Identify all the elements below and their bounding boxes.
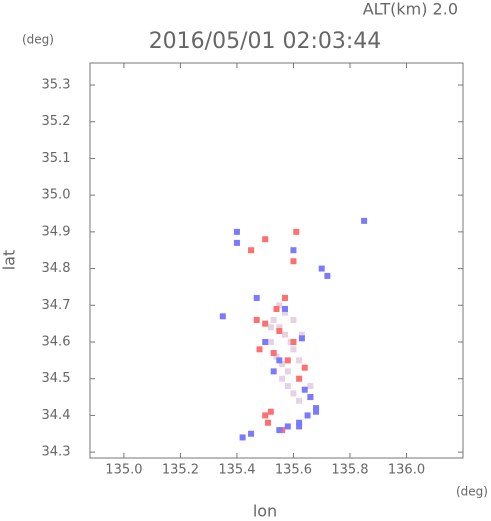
point: [284, 383, 291, 390]
point: [307, 394, 314, 401]
y-unit: (deg): [22, 33, 54, 47]
point: [301, 364, 308, 371]
point: [239, 434, 246, 441]
y-tick-label: 34.3: [42, 445, 71, 460]
y-tick-label: 34.7: [42, 298, 71, 313]
point: [267, 338, 274, 345]
x-tick-label: 135.2: [162, 463, 199, 478]
y-tick-label: 34.4: [42, 408, 71, 423]
point: [273, 353, 280, 360]
point: [276, 302, 283, 309]
x-tick-label: 135.0: [105, 463, 142, 478]
point: [296, 423, 303, 430]
point: [361, 217, 368, 224]
point: [281, 309, 288, 316]
point: [276, 324, 283, 331]
point: [270, 350, 277, 357]
point: [284, 423, 291, 430]
point: [270, 368, 277, 375]
point: [284, 368, 291, 375]
x-axis-label: lon: [253, 502, 277, 521]
point: [270, 316, 277, 323]
point: [219, 313, 226, 320]
point: [293, 228, 300, 235]
point: [281, 294, 288, 301]
point: [324, 272, 331, 279]
plot-frame: [89, 62, 464, 459]
point: [233, 239, 240, 246]
x-tick-label: 135.8: [331, 463, 368, 478]
y-tick-label: 34.8: [42, 261, 71, 276]
point: [248, 430, 255, 437]
point: [301, 386, 308, 393]
x-unit: (deg): [456, 485, 488, 499]
point: [298, 335, 305, 342]
point: [253, 316, 260, 323]
point: [276, 427, 283, 434]
point: [262, 412, 269, 419]
point: [276, 327, 283, 334]
point: [296, 357, 303, 364]
y-tick-label: 35.2: [42, 114, 71, 129]
point: [256, 346, 263, 353]
x-tick-label: 135.6: [275, 463, 312, 478]
point: [290, 338, 297, 345]
point: [296, 375, 303, 382]
point: [253, 294, 260, 301]
point: [318, 265, 325, 272]
point: [304, 412, 311, 419]
y-tick-label: 34.5: [42, 371, 71, 386]
y-tick-label: 35.3: [42, 78, 71, 93]
x-tick-label: 136.0: [388, 463, 425, 478]
point: [262, 236, 269, 243]
point: [262, 320, 269, 327]
point: [290, 247, 297, 254]
point: [262, 338, 269, 345]
point: [267, 408, 274, 415]
point: [276, 357, 283, 364]
point: [313, 408, 320, 415]
point: [267, 324, 274, 331]
point: [279, 375, 286, 382]
point: [290, 316, 297, 323]
point: [265, 419, 272, 426]
y-tick-label: 34.9: [42, 224, 71, 239]
subtitle: ALT(km) 2.0: [363, 0, 458, 19]
y-tick-label: 35.1: [42, 151, 71, 166]
point: [290, 258, 297, 265]
point: [296, 397, 303, 404]
y-tick-label: 34.6: [42, 334, 71, 349]
point: [290, 390, 297, 397]
point: [284, 357, 291, 364]
point: [298, 331, 305, 338]
point: [290, 346, 297, 353]
chart-title: 2016/05/01 02:03:44: [149, 29, 382, 54]
point: [273, 305, 280, 312]
point: [279, 361, 286, 368]
point: [313, 405, 320, 412]
x-tick-label: 135.4: [218, 463, 255, 478]
y-tick-label: 35.0: [42, 188, 71, 203]
point: [233, 228, 240, 235]
point: [281, 331, 288, 338]
y-axis-label: lat: [0, 250, 19, 271]
point: [307, 383, 314, 390]
point: [281, 305, 288, 312]
point: [248, 247, 255, 254]
point: [296, 419, 303, 426]
